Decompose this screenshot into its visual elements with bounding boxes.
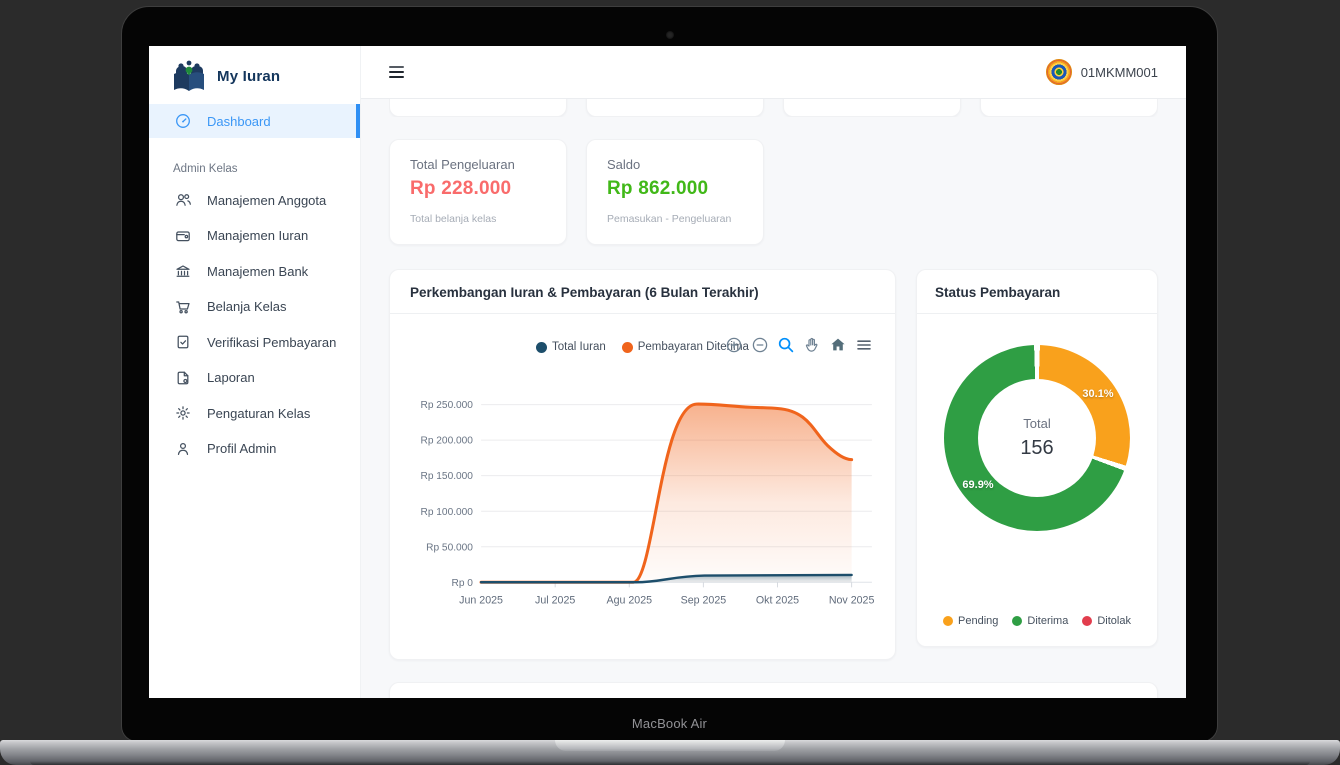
pembayaran-area-fill	[481, 404, 852, 583]
legend-item-pembayaran-diterima[interactable]: Pembayaran Diterima	[621, 341, 749, 353]
svg-text:Nov 2025: Nov 2025	[829, 595, 875, 607]
gear-icon	[175, 405, 191, 421]
app-title: My Iuran	[217, 67, 281, 85]
report-icon	[175, 370, 191, 386]
document-check-icon	[175, 334, 191, 350]
legend-dot-total-iuran	[536, 341, 548, 353]
sidebar: My Iuran Dashboard Admin Kelas	[149, 46, 361, 698]
selection-zoom-icon[interactable]	[777, 336, 795, 354]
cart-icon	[175, 299, 191, 315]
bottom-card-partial	[389, 682, 1158, 698]
user-id: 01MKMM001	[1080, 64, 1158, 80]
device-label: MacBook Air	[631, 716, 708, 731]
sidebar-nav: Manajemen Anggota Manajemen Iuran	[149, 186, 360, 470]
stat-card-saldo: Saldo Rp 862.000 Pemasukan - Pengeluaran	[586, 139, 764, 245]
zoom-in-icon[interactable]	[725, 336, 743, 354]
sidebar-item-manajemen-iuran[interactable]: Manajemen Iuran	[149, 222, 360, 250]
users-icon	[175, 192, 191, 208]
line-chart-legend: Total Iuran Pembayaran Diterima	[410, 336, 875, 358]
stat-card-partial	[783, 99, 961, 117]
wallet-icon	[175, 228, 191, 244]
diterima-legend-dot	[1012, 616, 1023, 626]
legend-item-pending[interactable]: Pending	[943, 615, 998, 627]
total-iuran-area-fill	[481, 574, 852, 583]
stat-cards-row: Total Pengeluaran Rp 228.000 Total belan…	[389, 139, 1158, 245]
legend-item-total-iuran[interactable]: Total Iuran	[536, 341, 606, 353]
svg-text:Rp 250.000: Rp 250.000	[421, 400, 474, 411]
donut-chart[interactable]: Total 156 30.1% 69.9%	[944, 345, 1130, 531]
dashboard-content: Total Pengeluaran Rp 228.000 Total belan…	[361, 99, 1186, 698]
svg-text:Jun 2025: Jun 2025	[459, 595, 503, 607]
donut-chart-title: Status Pembayaran	[935, 285, 1061, 300]
sidebar-item-belanja-kelas[interactable]: Belanja Kelas	[149, 293, 360, 321]
sidebar-item-manajemen-bank[interactable]: Manajemen Bank	[149, 257, 360, 285]
line-chart-card: Perkembangan Iuran & Pembayaran (6 Bulan…	[389, 269, 896, 660]
hamburger-menu-icon[interactable]	[389, 66, 404, 78]
donut-slice-label-pending: 30.1%	[1082, 388, 1114, 400]
app-window: My Iuran Dashboard Admin Kelas	[149, 46, 1186, 698]
avatar	[1045, 59, 1072, 85]
chart-toolbar	[725, 336, 873, 354]
sidebar-item-pengaturan-kelas[interactable]: Pengaturan Kelas	[149, 399, 360, 427]
y-axis-labels: Rp 0 Rp 50.000 Rp 100.000 Rp 150.000 Rp …	[421, 400, 474, 589]
sidebar-item-profil-admin[interactable]: Profil Admin	[149, 435, 360, 463]
laptop-bezel: My Iuran Dashboard Admin Kelas	[121, 6, 1218, 742]
svg-text:Okt 2025: Okt 2025	[756, 595, 799, 607]
legend-item-ditolak[interactable]: Ditolak	[1082, 615, 1131, 627]
ditolak-legend-dot	[1082, 616, 1093, 626]
stat-card-partial	[389, 99, 567, 117]
sidebar-item-laporan[interactable]: Laporan	[149, 364, 360, 392]
user-menu[interactable]: 01MKMM001	[1045, 59, 1158, 85]
stat-value: Rp 228.000	[410, 178, 512, 199]
legend-item-diterima[interactable]: Diterima	[1012, 615, 1068, 627]
svg-text:Rp 100.000: Rp 100.000	[421, 507, 474, 518]
topbar: 01MKMM001	[361, 46, 1186, 99]
line-chart-plot[interactable]: Rp 0 Rp 50.000 Rp 100.000 Rp 150.000 Rp …	[410, 364, 877, 618]
stat-card-partial	[586, 99, 764, 117]
line-chart-title: Perkembangan Iuran & Pembayaran (6 Bulan…	[410, 285, 759, 300]
pan-hand-icon[interactable]	[803, 336, 821, 354]
donut-center: Total 156	[978, 379, 1096, 497]
laptop-base	[0, 740, 1340, 765]
sidebar-item-label: Dashboard	[207, 113, 271, 129]
legend-dot-pembayaran	[621, 341, 633, 353]
donut-chart-card: Status Pembayaran Total 156 30.1% 69.9%	[916, 269, 1158, 647]
bank-icon	[175, 263, 191, 279]
svg-text:Rp 50.000: Rp 50.000	[426, 542, 473, 553]
laptop-screen: My Iuran Dashboard Admin Kelas	[149, 46, 1186, 698]
pembayaran-line	[479, 402, 854, 584]
svg-text:Sep 2025: Sep 2025	[681, 595, 727, 607]
svg-text:Rp 150.000: Rp 150.000	[421, 471, 474, 482]
dashboard-gauge-icon	[175, 113, 191, 129]
stat-value: Rp 862.000	[607, 178, 709, 199]
svg-text:Agu 2025: Agu 2025	[607, 595, 653, 607]
bottom-card-row-partial	[389, 682, 1158, 698]
x-axis-labels: Jun 2025 Jul 2025 Agu 2025 Sep 2025 Okt …	[459, 595, 874, 607]
sidebar-item-manajemen-anggota[interactable]: Manajemen Anggota	[149, 186, 360, 214]
charts-row: Perkembangan Iuran & Pembayaran (6 Bulan…	[389, 269, 1158, 660]
stat-card-partial	[980, 99, 1158, 117]
user-icon	[175, 441, 191, 457]
svg-text:Rp 0: Rp 0	[452, 578, 474, 589]
app-logo: My Iuran	[149, 46, 360, 104]
sidebar-item-verifikasi-pembayaran[interactable]: Verifikasi Pembayaran	[149, 328, 360, 356]
total-iuran-line	[479, 573, 853, 584]
donut-slice-label-diterima: 69.9%	[962, 479, 994, 491]
sidebar-item-dashboard[interactable]: Dashboard	[149, 104, 360, 138]
donut-legend: Pending Diterima Ditolak	[935, 615, 1139, 631]
svg-text:Jul 2025: Jul 2025	[535, 595, 575, 607]
home-reset-icon[interactable]	[829, 336, 847, 354]
pending-legend-dot	[943, 616, 954, 626]
webcam-dot	[665, 31, 674, 39]
stat-cards-row-partial	[389, 99, 1158, 117]
zoom-out-icon[interactable]	[751, 336, 769, 354]
app-logo-icon	[174, 60, 204, 91]
stat-card-total-pengeluaran: Total Pengeluaran Rp 228.000 Total belan…	[389, 139, 567, 245]
sidebar-section-label: Admin Kelas	[173, 163, 238, 175]
menu-icon[interactable]	[855, 336, 873, 354]
laptop-base-notch	[555, 740, 785, 751]
main-area: 01MKMM001 Total Pengeluaran Rp 228.000	[361, 46, 1186, 698]
svg-text:Rp 200.000: Rp 200.000	[421, 436, 474, 447]
